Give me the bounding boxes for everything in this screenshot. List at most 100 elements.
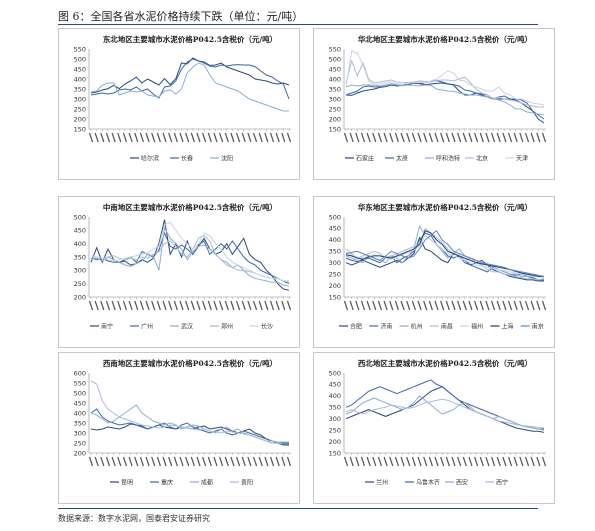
x-tick-label	[128, 300, 133, 311]
x-tick-label	[513, 456, 518, 467]
x-tick-label	[168, 132, 173, 143]
x-tick-label	[213, 300, 218, 311]
x-tick-label	[269, 132, 275, 143]
x-tick-label	[145, 132, 150, 143]
legend-item: 西宁	[496, 479, 508, 487]
y-tick-label: 450	[329, 65, 341, 73]
x-tick-label	[236, 456, 241, 467]
x-tick-label	[400, 132, 405, 143]
x-tick-label	[252, 132, 258, 143]
y-tick-label: 550	[74, 45, 86, 53]
legend-item: 哈尔滨	[141, 155, 159, 163]
x-tick-label	[105, 132, 111, 143]
chart-title: 华北地区主要城市水泥价格P042.5含税价（元/吨）	[358, 34, 532, 44]
chart-title: 东北地区主要城市水泥价格P042.5含税价（元/吨）	[103, 34, 277, 44]
x-tick-label	[462, 300, 467, 311]
x-tick-label	[173, 300, 178, 311]
x-tick-label	[457, 132, 462, 143]
legend-item: 兰州	[376, 479, 388, 487]
x-tick-label	[485, 132, 490, 143]
chart-panel-central-south: 中南地区主要城市水泥价格P042.5含税价（元/吨） 200 250 300 350 40…	[58, 196, 300, 348]
x-tick-label	[162, 300, 167, 311]
x-tick-label	[202, 456, 207, 467]
x-tick-label	[541, 456, 547, 467]
series-line	[90, 231, 290, 285]
series-line	[90, 423, 289, 446]
series-line	[345, 82, 545, 124]
y-tick-label: 500	[329, 213, 341, 221]
x-tick-label	[343, 300, 349, 311]
data-source: 数据来源：数字水泥网，国泰君安证券研究	[58, 514, 210, 523]
x-tick-label	[286, 132, 292, 143]
x-tick-label	[275, 456, 280, 467]
y-tick-label: 450	[329, 381, 341, 389]
x-tick-label	[428, 132, 433, 143]
x-tick-label	[213, 132, 218, 143]
x-tick-label	[491, 132, 496, 143]
x-tick-label	[134, 300, 139, 311]
x-tick-label	[507, 132, 513, 143]
x-tick-label	[196, 456, 201, 467]
y-tick-label: 150	[329, 293, 341, 301]
x-tick-label	[530, 132, 535, 143]
y-tick-label: 400	[329, 75, 341, 83]
x-tick-label	[485, 456, 490, 467]
x-tick-label	[247, 300, 252, 311]
x-tick-label	[230, 300, 235, 311]
series-line	[345, 83, 545, 116]
x-tick-label	[128, 456, 133, 467]
y-tick-label: 250	[74, 439, 86, 447]
y-tick-label: 200	[74, 293, 86, 301]
y-tick-label: 350	[74, 419, 86, 427]
x-tick-label	[185, 300, 190, 311]
series-line	[90, 226, 290, 287]
series-line	[90, 221, 290, 283]
x-tick-label	[241, 300, 246, 311]
legend-item: 石家庄	[356, 155, 374, 163]
x-tick-label	[440, 132, 445, 143]
x-tick-label	[168, 300, 173, 311]
chart-title: 西南地区主要城市水泥价格P042.5含税价（元/吨）	[103, 358, 277, 368]
figure-title: 图 6：全国各省水泥价格持续下跌（单位：元/吨）	[58, 10, 304, 23]
x-tick-label	[377, 300, 383, 311]
x-tick-label	[445, 300, 450, 311]
x-tick-label	[281, 132, 286, 143]
x-tick-label	[241, 132, 246, 143]
x-tick-label	[372, 456, 377, 467]
y-tick-label: 200	[74, 115, 86, 123]
x-tick-label	[117, 132, 122, 143]
y-tick-label: 200	[329, 282, 341, 290]
x-tick-label	[411, 456, 416, 467]
y-tick-label: 350	[329, 85, 341, 93]
series-line	[345, 59, 544, 108]
x-tick-label	[264, 132, 269, 143]
y-tick-label: 450	[329, 225, 341, 233]
y-tick-label: 450	[74, 227, 86, 235]
x-tick-label	[360, 300, 366, 311]
y-tick-label: 350	[329, 248, 341, 256]
x-tick-label	[355, 456, 360, 467]
legend-item: 南宁	[101, 323, 113, 331]
series-line	[345, 395, 545, 431]
x-tick-label	[496, 300, 501, 311]
series-line	[90, 235, 289, 282]
x-tick-label	[502, 132, 507, 143]
x-tick-label	[190, 300, 195, 311]
x-tick-label	[105, 456, 111, 467]
legend-item: 贵阳	[241, 479, 253, 487]
x-tick-label	[219, 132, 224, 143]
x-tick-label	[468, 300, 473, 311]
chart-north: 华北地区主要城市水泥价格P042.5含税价（元/吨） 150 200 250 300 35…	[329, 34, 547, 163]
y-tick-label: 500	[329, 55, 341, 63]
x-tick-label	[207, 456, 212, 467]
chart-east: 华东地区主要城市水泥价格P042.5含税价（元/吨） 150 200 250 300 35…	[329, 202, 547, 331]
x-tick-label	[389, 300, 394, 311]
x-tick-label	[94, 300, 99, 311]
x-tick-label	[394, 132, 399, 143]
x-tick-label	[145, 300, 150, 311]
y-tick-label: 350	[74, 253, 86, 261]
x-tick-label	[117, 300, 122, 311]
x-tick-label	[151, 300, 156, 311]
x-tick-label	[207, 132, 212, 143]
y-tick-label: 350	[74, 85, 86, 93]
